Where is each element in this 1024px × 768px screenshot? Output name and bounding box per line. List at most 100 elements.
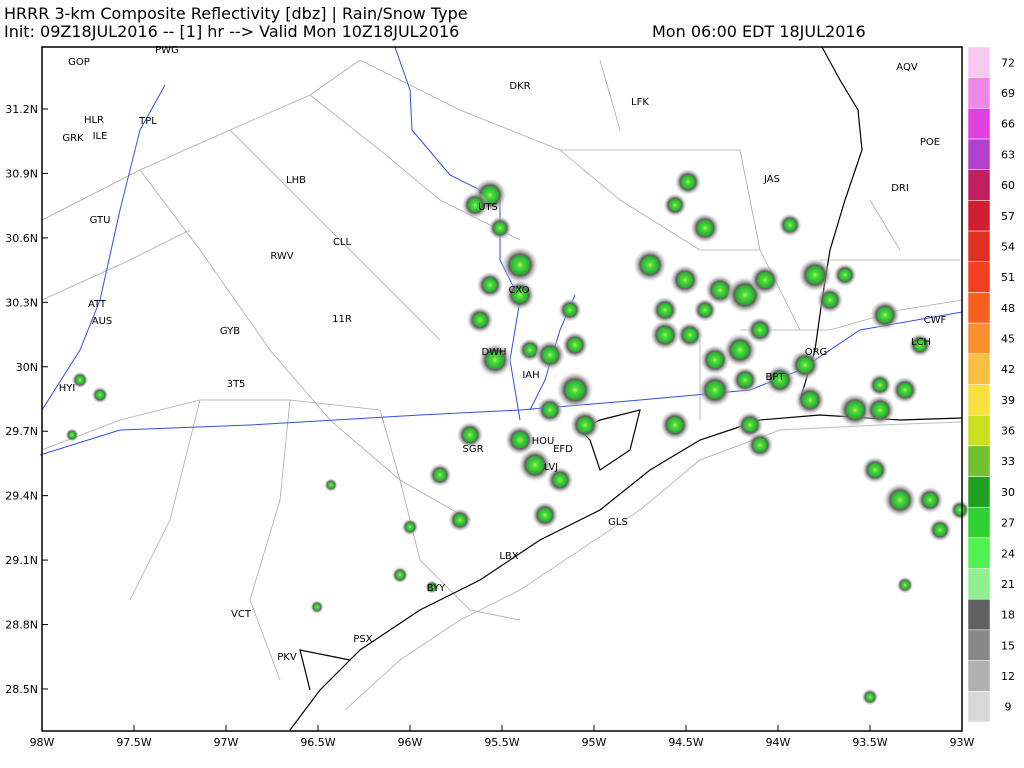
colorbar-swatch bbox=[967, 629, 991, 661]
echoes bbox=[65, 169, 970, 705]
echo-cell bbox=[839, 394, 871, 426]
station-label: JAS bbox=[763, 174, 780, 185]
lon-label: 96W bbox=[398, 736, 423, 749]
echo-cell bbox=[892, 377, 918, 403]
colorbar-swatch bbox=[967, 599, 991, 631]
lon-label: 94W bbox=[766, 736, 791, 749]
echo-cell bbox=[908, 333, 932, 357]
echo-cell bbox=[462, 192, 488, 218]
echo-cell bbox=[425, 580, 439, 594]
station-label: ATT bbox=[88, 299, 107, 310]
colorbar-swatch bbox=[967, 169, 991, 201]
lat-label: 30.6N bbox=[5, 232, 38, 245]
station-label: VCT bbox=[231, 609, 252, 620]
station-label: GLS bbox=[608, 517, 628, 528]
station-label: UTS bbox=[478, 202, 498, 213]
local-time: Mon 06:00 EDT 18JUL2016 bbox=[652, 22, 866, 41]
echo-cell bbox=[570, 410, 600, 440]
echo-cell bbox=[747, 317, 773, 343]
lat-label: 29.4N bbox=[5, 490, 38, 503]
echo-cell bbox=[670, 265, 700, 295]
echo-cell bbox=[505, 280, 535, 310]
station-label: TPL bbox=[138, 116, 157, 127]
echo-cell bbox=[675, 169, 701, 195]
station-label: DKR bbox=[509, 81, 530, 92]
colorbar-label: 24 bbox=[1001, 547, 1015, 560]
station-label: DRI bbox=[891, 183, 909, 194]
echo-cell bbox=[790, 350, 820, 380]
map-lines bbox=[39, 46, 963, 731]
echo-cell bbox=[817, 287, 843, 313]
echo-cell bbox=[862, 689, 878, 705]
colorbar-swatch bbox=[967, 322, 991, 355]
colorbar-label: 21 bbox=[1001, 578, 1015, 591]
colorbar-swatch bbox=[967, 660, 991, 692]
station-label: PSX bbox=[353, 634, 372, 645]
colorbar-label: 45 bbox=[1001, 332, 1015, 345]
colorbar-swatch bbox=[967, 77, 991, 109]
colorbar-swatch bbox=[967, 568, 991, 600]
station-label: CWF bbox=[924, 315, 947, 326]
colorbar-label: 33 bbox=[1001, 455, 1015, 468]
echo-cell bbox=[732, 367, 758, 393]
lat-label: 29.1N bbox=[5, 554, 38, 567]
echo-cell bbox=[699, 374, 731, 406]
colorbar-swatch bbox=[967, 506, 991, 539]
echo-cell bbox=[778, 213, 802, 237]
colorbar-label: 57 bbox=[1001, 210, 1015, 223]
echo-cell bbox=[65, 428, 79, 442]
lat-label: 30N bbox=[16, 361, 38, 374]
echo-cell bbox=[634, 249, 666, 281]
echo-cell bbox=[535, 340, 565, 370]
echo-cell bbox=[833, 263, 857, 287]
lon-label: 96.5W bbox=[300, 736, 335, 749]
echo-cell bbox=[705, 275, 735, 305]
echo-cell bbox=[502, 247, 538, 283]
colorbar-swatch bbox=[967, 200, 991, 232]
echo-cell bbox=[532, 502, 558, 528]
station-label: BPT bbox=[766, 372, 786, 383]
colorbar-label: 69 bbox=[1001, 87, 1015, 100]
echo-cell bbox=[324, 478, 338, 492]
echo-cell bbox=[428, 463, 452, 487]
colorbar-label: 60 bbox=[1001, 179, 1015, 192]
colorbar-swatch bbox=[967, 292, 991, 324]
colorbar-swatch bbox=[967, 46, 991, 78]
lon-label: 93.5W bbox=[852, 736, 887, 749]
station-label: PKV bbox=[277, 652, 297, 663]
title: HRRR 3-km Composite Reflectivity [dbz] |… bbox=[4, 4, 468, 23]
echo-cell bbox=[558, 298, 582, 322]
echo-cell bbox=[537, 397, 563, 423]
lon-label: 98W bbox=[30, 736, 55, 749]
station-label: LVJ bbox=[544, 462, 558, 473]
echo-cell bbox=[765, 365, 795, 395]
station-label: SGR bbox=[462, 444, 483, 455]
colorbar-swatch bbox=[967, 230, 991, 263]
station-label: GTU bbox=[90, 215, 111, 226]
colorbar-label: 54 bbox=[1001, 240, 1015, 253]
colorbar-label: 30 bbox=[1001, 486, 1015, 499]
station-label: CXO bbox=[508, 285, 529, 296]
init-time: Init: 09Z18JUL2016 -- [1] hr --> Valid M… bbox=[4, 22, 459, 41]
colorbar-swatch bbox=[967, 445, 991, 477]
station-label: RWV bbox=[270, 251, 293, 262]
echo-cell bbox=[868, 373, 892, 397]
colorbar-label: 36 bbox=[1001, 425, 1015, 438]
station-label: GOP bbox=[68, 57, 90, 68]
echo-cell bbox=[557, 372, 593, 408]
lat-label: 30.3N bbox=[5, 296, 38, 309]
station-label: PWG bbox=[155, 45, 179, 56]
echo-cell bbox=[477, 272, 503, 298]
echo-cell bbox=[950, 500, 970, 520]
echo-cell bbox=[505, 425, 535, 455]
station-label: 11R bbox=[332, 314, 352, 325]
colorbar-label: 12 bbox=[1001, 670, 1015, 683]
echo-cell bbox=[310, 600, 324, 614]
station-label: EFD bbox=[553, 444, 573, 455]
station-label: LFK bbox=[631, 97, 649, 108]
station-label: AUS bbox=[92, 316, 113, 327]
echo-cell bbox=[92, 387, 108, 403]
echo-cell bbox=[467, 307, 493, 333]
echo-cell bbox=[928, 518, 952, 542]
